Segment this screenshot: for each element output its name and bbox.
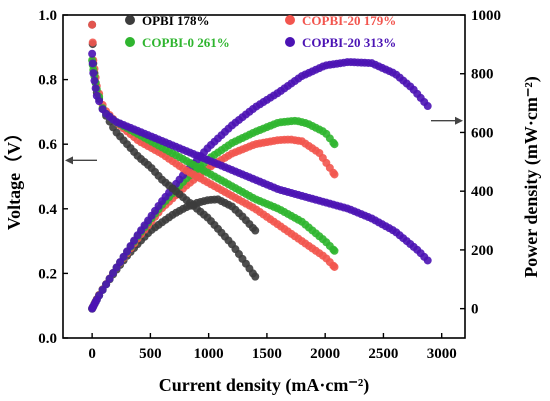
x-tick-label-1000: 1000 (194, 346, 224, 362)
y-left-tick-label-0-8: 0.8 (38, 73, 57, 89)
voltage-point-copbi-0-261-2-74 (330, 246, 339, 255)
voltage-point-opbi-178-0-51 (251, 272, 260, 281)
voltage-curves (88, 20, 432, 281)
legend-label-copbi-0-261-2: COPBI-0 261% (142, 35, 230, 50)
legend-marker-opbi-178-0 (125, 15, 135, 25)
power-axis-arrow-head (455, 116, 463, 125)
y-left-tick-label-1: 1.0 (38, 8, 57, 24)
x-tick-label-2000: 2000 (310, 346, 340, 362)
voltage-point-copbi-20-179-1-0 (88, 20, 97, 29)
voltage-point-copbi-20-313-3-6 (95, 97, 104, 106)
power-series-opbi-178-0 (88, 195, 260, 313)
voltage-point-copbi-20-179-1-74 (330, 262, 339, 271)
voltage-point-copbi-20-313-3-4 (91, 84, 100, 93)
power-point-opbi-178-0-51 (251, 226, 260, 235)
voltage-point-copbi-20-313-3-100 (423, 256, 432, 265)
y-left-tick-label-0-4: 0.4 (38, 202, 57, 218)
legend-label-copbi-20-313-3: COPBI-20 313% (302, 35, 396, 50)
y-right-tick-label-600: 600 (471, 125, 494, 141)
y-right-tick-label-0: 0 (471, 302, 479, 318)
x-axis-title: Current density (mA·cm⁻²) (159, 375, 370, 396)
x-tick-label-2500: 2500 (368, 346, 398, 362)
voltage-point-copbi-20-179-1-1 (88, 38, 97, 47)
y-left-tick-label-0: 0.0 (38, 331, 57, 347)
legend-label-opbi-178-0: OPBI 178% (142, 13, 210, 28)
power-point-copbi-0-261-2-74 (330, 140, 339, 149)
y-right-tick-label-1000: 1000 (471, 8, 501, 24)
power-point-copbi-20-179-1-74 (330, 170, 339, 179)
y-right-tick-label-800: 800 (471, 67, 494, 83)
voltage-point-copbi-20-313-3-3 (90, 76, 99, 85)
voltage-axis-arrow-head (65, 156, 73, 165)
legend-marker-copbi-0-261-2 (125, 37, 135, 47)
plot-frame (62, 14, 466, 339)
legend: OPBI 178% COPBI-20 179% COPBI-0 261% COPBI-… (125, 13, 396, 50)
x-tick-label-3000: 3000 (427, 346, 457, 362)
voltage-point-copbi-20-313-3-0 (88, 49, 97, 58)
y-right-axis-title: Power density (mW·cm⁻²) (521, 76, 542, 278)
power-point-copbi-20-313-3-100 (423, 102, 432, 111)
voltage-point-copbi-20-313-3-2 (89, 69, 98, 78)
legend-marker-copbi-20-313-3 (285, 37, 295, 47)
y-left-axis-title: Voltage（V） (4, 124, 24, 230)
y-right-tick-label-400: 400 (471, 184, 494, 200)
voltage-series-copbi-20-313-3 (88, 49, 432, 265)
legend-marker-copbi-20-179-1 (285, 15, 295, 25)
x-tick-label-1500: 1500 (252, 346, 282, 362)
x-tick-label-500: 500 (139, 346, 162, 362)
legend-label-copbi-20-179-1: COPBI-20 179% (302, 13, 396, 28)
y-left-tick-label-0-6: 0.6 (38, 137, 57, 153)
axis-arrows (65, 116, 463, 165)
x-tick-label-0: 0 (88, 346, 96, 362)
axis-ticks: 0 500 1000 1500 2000 2500 30000.00.20.40.60.81… (38, 8, 501, 362)
y-left-tick-label-0-2: 0.2 (38, 266, 57, 282)
y-right-tick-label-200: 200 (471, 243, 494, 259)
voltage-point-copbi-20-313-3-1 (88, 59, 97, 68)
